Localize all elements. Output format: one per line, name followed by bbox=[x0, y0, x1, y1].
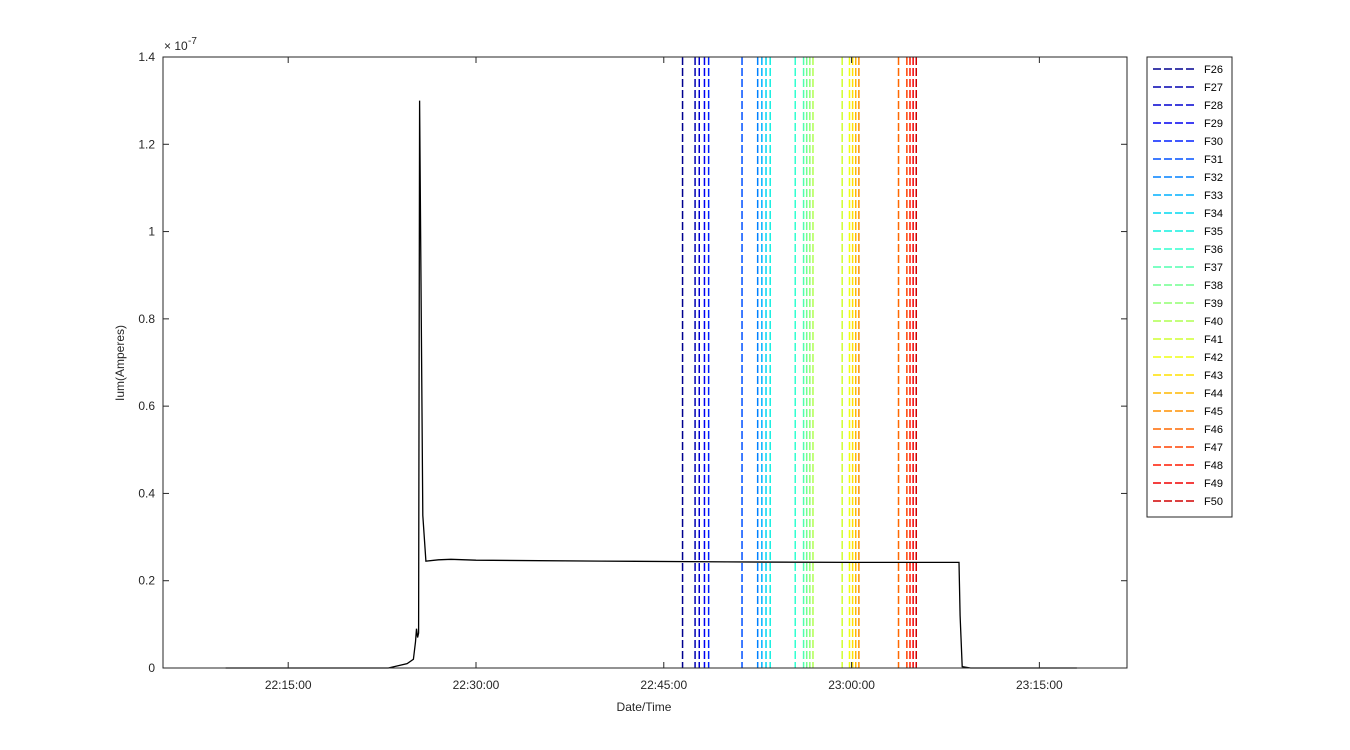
y-tick-label: 1 bbox=[148, 225, 155, 239]
legend-label-f35: F35 bbox=[1204, 226, 1223, 238]
y-tick-label: 1.2 bbox=[138, 137, 155, 151]
y-tick-label: 0.2 bbox=[138, 574, 155, 588]
legend-label-f28: F28 bbox=[1204, 100, 1223, 112]
legend-label-f39: F39 bbox=[1204, 298, 1223, 310]
legend-label-f40: F40 bbox=[1204, 316, 1223, 328]
legend-label-f32: F32 bbox=[1204, 172, 1223, 184]
x-tick-label: 23:15:00 bbox=[1016, 678, 1063, 692]
x-tick-label: 22:45:00 bbox=[640, 678, 687, 692]
legend-label-f43: F43 bbox=[1204, 370, 1223, 382]
plot-background bbox=[163, 57, 1127, 668]
legend-label-f41: F41 bbox=[1204, 334, 1223, 346]
axes: 0 0.2 0.4 0.6 0.8 1 1.2 1.4 22:15:00 22:30:00 22:4… bbox=[138, 50, 1128, 692]
x-tick-label: 22:15:00 bbox=[265, 678, 312, 692]
legend-label-f33: F33 bbox=[1204, 190, 1223, 202]
legend-label-f30: F30 bbox=[1204, 136, 1223, 148]
legend-label-f26: F26 bbox=[1204, 64, 1223, 76]
x-tick-label: 23:00:00 bbox=[828, 678, 875, 692]
y-axis-label: Ium(Amperes) bbox=[113, 325, 127, 401]
y-tick-label: 0 bbox=[148, 661, 155, 675]
y-exponent: -7 bbox=[188, 36, 197, 47]
axes-box bbox=[162, 56, 1128, 669]
legend-label-f34: F34 bbox=[1204, 208, 1223, 220]
y-tick-label: 0.8 bbox=[138, 312, 155, 326]
legend-label-f42: F42 bbox=[1204, 352, 1223, 364]
current-trace-line bbox=[225, 100, 1077, 669]
legend-label-f27: F27 bbox=[1204, 82, 1223, 94]
legend-label-f36: F36 bbox=[1204, 244, 1223, 256]
legend-label-f46: F46 bbox=[1204, 424, 1223, 436]
legend-label-f49: F49 bbox=[1204, 478, 1223, 490]
y-tick-label: 0.6 bbox=[138, 399, 155, 413]
legend-label-f45: F45 bbox=[1204, 406, 1223, 418]
legend-label-f29: F29 bbox=[1204, 118, 1223, 130]
legend-label-f37: F37 bbox=[1204, 262, 1223, 274]
legend-label-f31: F31 bbox=[1204, 154, 1223, 166]
legend-label-f48: F48 bbox=[1204, 460, 1223, 472]
legend-label-f38: F38 bbox=[1204, 280, 1223, 292]
y-exponent-base: × 10 bbox=[164, 39, 188, 53]
legend-box bbox=[1146, 56, 1233, 518]
x-tick-label: 22:30:00 bbox=[453, 678, 500, 692]
y-tick-label: 0.4 bbox=[138, 486, 155, 500]
legend-label-f47: F47 bbox=[1204, 442, 1223, 454]
legend-label-f50: F50 bbox=[1204, 496, 1223, 508]
x-axis-label: Date/Time bbox=[617, 700, 672, 714]
y-tick-label: 1.4 bbox=[138, 50, 155, 64]
legend-label-f44: F44 bbox=[1204, 388, 1223, 400]
legend: F26 F27 F28 F29 F30 F31 F32 F33 F34 F35 F36 F37 F38 F… bbox=[1146, 56, 1233, 518]
plot-area bbox=[163, 57, 1127, 669]
